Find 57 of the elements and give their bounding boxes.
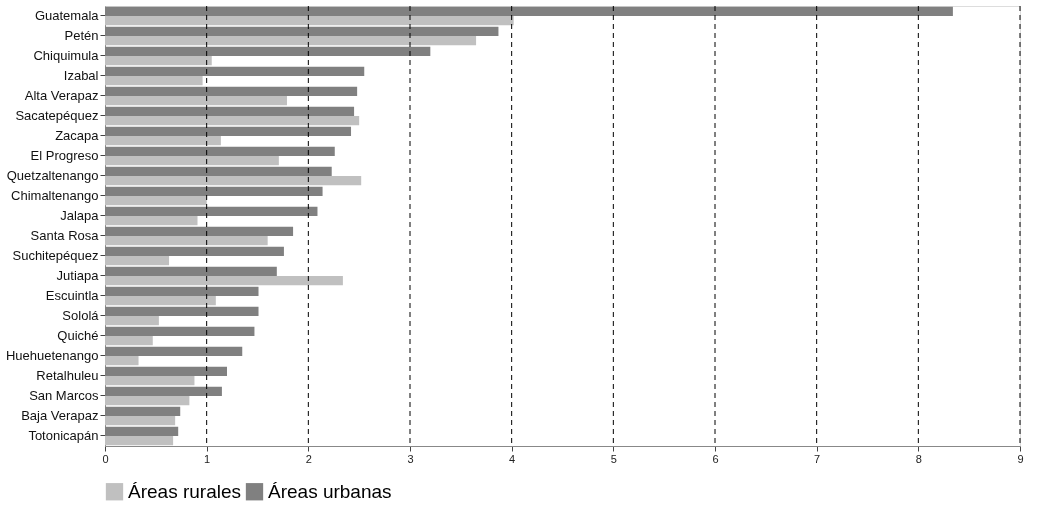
bar <box>105 16 514 26</box>
bar <box>105 136 221 146</box>
y-tick-label: Alta Verapaz <box>24 88 99 103</box>
y-tick-label: Sololá <box>62 308 100 323</box>
y-tick-label: San Marcos <box>29 388 99 403</box>
x-tick-label: 0 <box>102 452 109 465</box>
bar <box>105 116 360 126</box>
x-tick-label: 3 <box>407 452 414 465</box>
bar <box>105 96 287 106</box>
y-tick-label: Suchitepéquez <box>12 248 99 263</box>
bar <box>105 196 207 206</box>
y-tick-label: Totonicapán <box>28 428 99 443</box>
bar <box>105 36 477 46</box>
y-tick-label: Zacapa <box>55 128 100 143</box>
x-tick-label: 8 <box>915 452 922 465</box>
bar <box>105 216 198 226</box>
x-tick-label: 9 <box>1017 452 1024 465</box>
bar <box>105 336 153 346</box>
x-tick-label: 7 <box>814 452 821 465</box>
y-tick-label: Sacatepéquez <box>15 108 99 123</box>
bar <box>105 296 216 306</box>
y-tick-label: Jutiapa <box>56 268 100 283</box>
y-tick-label: El Progreso <box>30 148 99 163</box>
bar <box>105 76 203 86</box>
bar <box>105 316 159 326</box>
y-tick-label: Santa Rosa <box>30 228 100 243</box>
y-tick-label: Huehuetenango <box>5 348 99 363</box>
y-tick-label: Chimaltenango <box>11 188 99 203</box>
y-tick-label: Petén <box>64 28 99 43</box>
bar <box>105 256 170 266</box>
x-tick-label: 4 <box>509 452 516 465</box>
bar <box>105 6 953 16</box>
x-tick-label: 6 <box>712 452 719 465</box>
y-tick-label: Guatemala <box>34 8 100 23</box>
y-tick-label: Chiquimula <box>33 48 100 63</box>
bar <box>105 376 195 386</box>
bar <box>105 176 362 186</box>
bar <box>105 356 139 366</box>
y-tick-label: Escuintla <box>45 288 100 303</box>
y-tick-label: Quiché <box>57 328 99 343</box>
legend-label: Áreas urbanas <box>268 480 392 502</box>
y-tick-label: Quetzaltenango <box>6 168 99 183</box>
x-tick-label: 5 <box>610 452 617 465</box>
bar <box>105 156 279 166</box>
y-tick-label: Baja Verapaz <box>21 408 99 423</box>
x-tick-label: 2 <box>305 452 312 465</box>
y-tick-label: Jalapa <box>60 208 100 223</box>
x-tick-label: 1 <box>204 452 211 465</box>
y-tick-label: Retalhuleu <box>36 368 99 383</box>
bar <box>105 276 343 286</box>
bar <box>105 56 212 66</box>
bar <box>105 396 190 406</box>
y-tick-label: Izabal <box>63 68 99 83</box>
bar <box>105 436 174 446</box>
bar <box>105 236 268 246</box>
bar <box>105 416 176 426</box>
legend-label: Áreas rurales <box>128 480 241 502</box>
